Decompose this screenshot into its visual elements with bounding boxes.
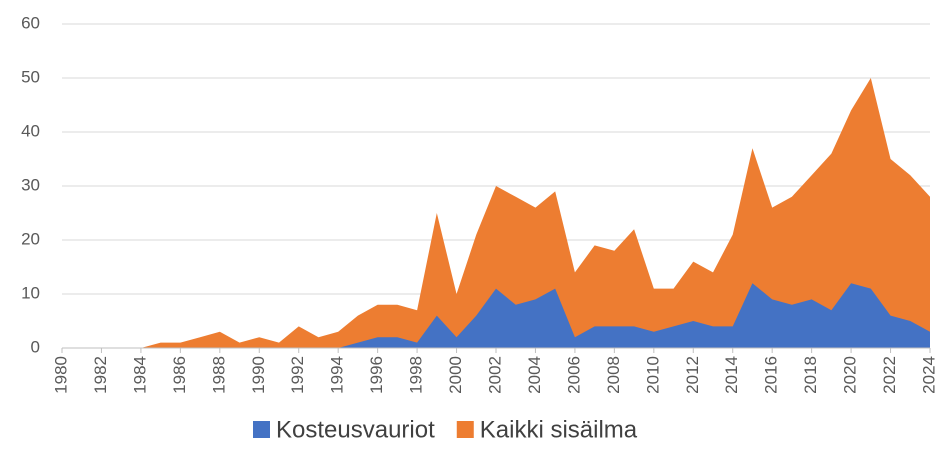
x-tick-label: 2020 xyxy=(841,356,860,394)
legend-label: Kosteusvauriot xyxy=(276,416,435,443)
legend-swatch xyxy=(253,421,270,438)
x-tick-label: 2012 xyxy=(683,356,702,394)
x-tick-label: 1998 xyxy=(407,356,426,394)
legend-swatch xyxy=(456,421,474,438)
x-tick-label: 2016 xyxy=(762,356,781,394)
x-tick-label: 2010 xyxy=(643,356,662,394)
y-tick-label: 30 xyxy=(21,175,40,194)
y-tick-label: 10 xyxy=(21,283,40,302)
x-tick-label: 1982 xyxy=(91,356,110,394)
x-tick-label: 2002 xyxy=(485,356,504,394)
x-tick-label: 1994 xyxy=(328,356,347,394)
x-tick-label: 2006 xyxy=(564,356,583,394)
x-tick-label: 1996 xyxy=(367,356,386,394)
y-tick-label: 0 xyxy=(31,337,40,356)
x-tick-label: 1980 xyxy=(51,356,70,394)
x-tick-label: 2000 xyxy=(446,356,465,394)
y-tick-label: 40 xyxy=(21,121,40,140)
x-tick-label: 2024 xyxy=(919,356,938,394)
x-tick-label: 1992 xyxy=(288,356,307,394)
area xyxy=(62,78,930,348)
x-tick-label: 1990 xyxy=(249,356,268,394)
x-tick-label: 2014 xyxy=(722,356,741,394)
x-tick-label: 2018 xyxy=(801,356,820,394)
x-tick-label: 1984 xyxy=(130,356,149,394)
y-tick-label: 50 xyxy=(21,67,40,86)
area xyxy=(62,283,930,348)
x-tick-label: 1988 xyxy=(209,356,228,394)
x-tick-label: 2022 xyxy=(880,356,899,394)
y-tick-label: 20 xyxy=(21,229,40,248)
x-tick-label: 2004 xyxy=(525,356,544,394)
y-tick-label: 60 xyxy=(21,13,40,32)
legend-label: Kaikki sisäilma xyxy=(480,416,638,443)
x-tick-label: 1986 xyxy=(170,356,189,394)
x-tick-label: 2008 xyxy=(604,356,623,394)
